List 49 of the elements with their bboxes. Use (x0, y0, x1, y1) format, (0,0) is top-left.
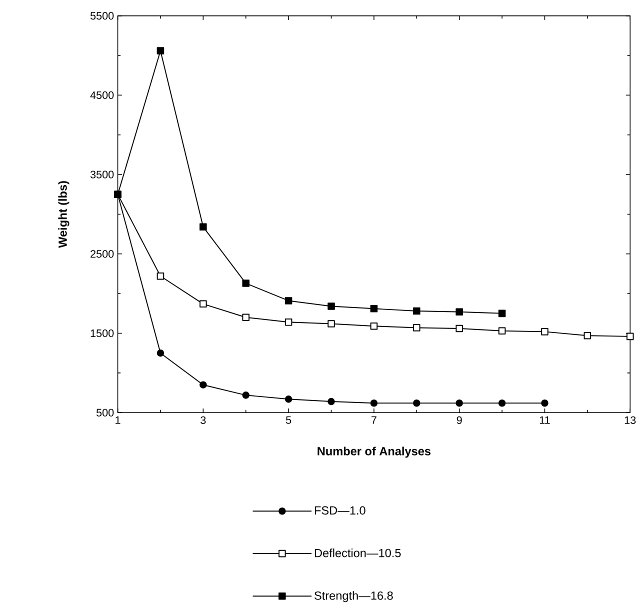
point (541, 399, 548, 407)
point (328, 320, 335, 328)
point (200, 300, 207, 308)
point (370, 399, 378, 407)
x-tick-label: 3 (200, 416, 206, 424)
y-axis-title: Weight (lbs) (58, 181, 70, 248)
point (413, 399, 420, 407)
legend-label: FSD—1.0 (314, 506, 366, 515)
point (328, 398, 335, 406)
point (284, 297, 292, 304)
legend-label: Deflection—10.5 (314, 548, 401, 558)
point (370, 305, 378, 312)
point (498, 327, 506, 335)
point (370, 322, 378, 330)
point (498, 310, 506, 318)
point (413, 307, 420, 315)
x-tick-label: 13 (624, 416, 636, 424)
x-tick-label: 11 (540, 416, 550, 424)
point (156, 47, 164, 54)
y-tick-label: 500 (96, 408, 114, 416)
x-tick-label: 7 (371, 416, 376, 424)
point (413, 324, 420, 332)
y-tick-label: 5500 (90, 12, 114, 20)
point (200, 223, 207, 231)
point (456, 324, 463, 332)
point (584, 332, 592, 340)
point (284, 318, 292, 326)
point (156, 349, 164, 357)
point (626, 332, 634, 340)
y-tick-label: 4500 (90, 91, 114, 99)
x-axis-title: Number of Analyses (318, 446, 431, 458)
point (242, 314, 250, 322)
point (456, 308, 463, 316)
point (200, 381, 207, 388)
point (242, 280, 250, 287)
point (541, 328, 548, 336)
point (498, 399, 506, 407)
point (242, 392, 250, 399)
y-tick-label: 3500 (90, 170, 114, 178)
x-tick-label: 9 (456, 416, 462, 424)
point (456, 399, 463, 407)
x-tick-label: 1 (116, 416, 120, 424)
legend-label: Strength—16.8 (314, 591, 393, 602)
point (156, 272, 164, 280)
point (328, 302, 335, 310)
y-tick-label: 2500 (90, 250, 114, 258)
point (284, 395, 292, 403)
x-tick-label: 5 (286, 416, 292, 424)
y-tick-label: 1500 (90, 329, 114, 338)
